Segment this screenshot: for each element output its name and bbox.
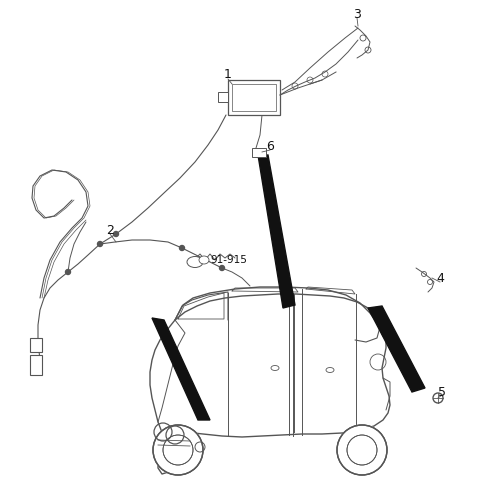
FancyBboxPatch shape xyxy=(218,92,228,102)
Circle shape xyxy=(337,425,387,475)
FancyBboxPatch shape xyxy=(30,338,42,352)
Text: 3: 3 xyxy=(353,8,361,21)
Ellipse shape xyxy=(187,257,203,268)
Text: 2: 2 xyxy=(106,223,114,236)
Circle shape xyxy=(65,270,71,275)
FancyBboxPatch shape xyxy=(252,148,266,157)
Circle shape xyxy=(153,425,203,475)
FancyBboxPatch shape xyxy=(30,355,42,375)
Text: 4: 4 xyxy=(436,272,444,284)
Text: 1: 1 xyxy=(224,69,232,82)
Polygon shape xyxy=(150,294,390,474)
Text: 5: 5 xyxy=(438,386,446,399)
Ellipse shape xyxy=(199,256,209,264)
Circle shape xyxy=(219,266,225,271)
Circle shape xyxy=(113,231,119,236)
Polygon shape xyxy=(368,306,425,392)
FancyBboxPatch shape xyxy=(228,80,280,115)
Circle shape xyxy=(337,425,387,475)
Circle shape xyxy=(153,425,203,475)
Circle shape xyxy=(97,241,103,246)
Polygon shape xyxy=(152,318,210,420)
Circle shape xyxy=(180,245,184,250)
Polygon shape xyxy=(258,155,295,308)
Text: 91-915: 91-915 xyxy=(210,255,247,265)
Text: 6: 6 xyxy=(266,140,274,153)
